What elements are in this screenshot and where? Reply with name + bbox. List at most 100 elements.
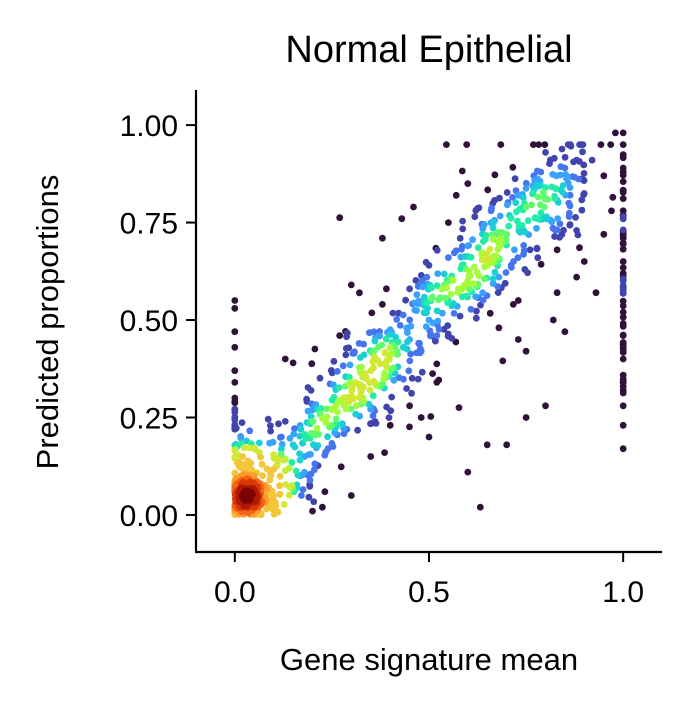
data-point <box>395 374 403 381</box>
data-point <box>279 456 287 464</box>
data-point <box>491 171 499 179</box>
data-point <box>414 375 422 383</box>
data-point <box>241 444 248 452</box>
data-point <box>433 246 441 254</box>
data-point <box>565 209 573 217</box>
data-point <box>367 420 374 428</box>
data-point <box>270 454 278 462</box>
data-point <box>535 182 543 190</box>
data-point <box>410 203 417 211</box>
data-point <box>390 376 398 384</box>
data-point <box>281 418 289 425</box>
data-point <box>459 217 466 225</box>
data-point <box>405 367 413 375</box>
data-point <box>531 214 539 222</box>
data-point <box>381 449 388 456</box>
data-point <box>440 270 448 278</box>
data-point <box>533 244 541 252</box>
data-point <box>445 254 452 261</box>
data-point <box>343 333 350 341</box>
data-point <box>486 309 494 317</box>
y-tick-label: 0.75 <box>120 208 178 241</box>
data-point <box>291 443 299 451</box>
data-point <box>472 314 480 322</box>
data-point <box>619 226 627 234</box>
data-point <box>489 275 497 283</box>
data-point <box>472 293 479 300</box>
data-point <box>619 178 627 186</box>
data-point <box>495 273 503 281</box>
data-point <box>553 172 560 180</box>
data-point <box>619 258 627 265</box>
data-point <box>366 386 374 394</box>
data-point <box>443 141 450 149</box>
data-point <box>266 476 274 484</box>
data-point <box>383 403 390 411</box>
data-point <box>231 304 239 312</box>
x-ticks: 0.0 0.5 1.0 <box>214 552 644 609</box>
data-point <box>464 180 472 188</box>
data-point <box>444 330 452 338</box>
data-point <box>466 272 474 280</box>
data-point <box>522 179 530 187</box>
data-point <box>339 362 347 370</box>
data-point <box>573 227 580 234</box>
data-point <box>346 361 354 369</box>
data-point <box>541 195 549 203</box>
data-point <box>503 189 511 196</box>
data-point <box>337 463 345 471</box>
data-point <box>458 245 465 253</box>
data-point <box>481 263 488 271</box>
data-point <box>276 482 283 490</box>
data-point <box>499 357 507 365</box>
data-point <box>231 379 239 386</box>
data-point <box>473 269 481 276</box>
data-point <box>572 214 579 221</box>
data-point <box>339 420 346 428</box>
data-point <box>360 351 368 359</box>
data-point <box>573 273 580 281</box>
data-point <box>576 244 583 252</box>
data-point <box>450 300 457 307</box>
data-point <box>396 322 404 329</box>
data-point <box>490 252 498 260</box>
data-point <box>533 224 540 232</box>
data-point <box>406 285 413 293</box>
data-point <box>467 253 475 261</box>
data-point <box>560 226 567 234</box>
data-point <box>449 276 457 284</box>
data-point <box>509 301 517 308</box>
data-point <box>316 374 324 382</box>
data-point <box>546 160 553 168</box>
data-point <box>495 324 503 332</box>
data-point <box>242 494 250 502</box>
data-point <box>433 307 441 315</box>
data-point <box>491 268 499 276</box>
data-point <box>570 158 577 166</box>
data-point <box>537 201 544 209</box>
data-point <box>619 239 627 247</box>
data-point <box>481 275 488 283</box>
data-point <box>299 486 307 493</box>
data-point <box>264 415 272 423</box>
data-point <box>345 344 353 352</box>
data-point <box>549 224 557 232</box>
data-point <box>413 307 420 314</box>
data-point <box>427 413 435 420</box>
data-point <box>429 293 436 301</box>
data-point <box>276 490 284 498</box>
data-point <box>415 297 423 305</box>
data-point <box>408 389 415 397</box>
data-point <box>600 172 608 180</box>
data-point <box>356 393 363 401</box>
data-point <box>465 242 473 249</box>
data-point <box>347 281 355 289</box>
y-axis-title: Predicted proportions <box>30 175 65 470</box>
data-point <box>511 246 518 254</box>
data-point <box>231 416 239 424</box>
data-point <box>311 430 319 438</box>
data-point <box>423 273 431 281</box>
data-point <box>524 217 532 225</box>
data-point <box>503 201 511 209</box>
